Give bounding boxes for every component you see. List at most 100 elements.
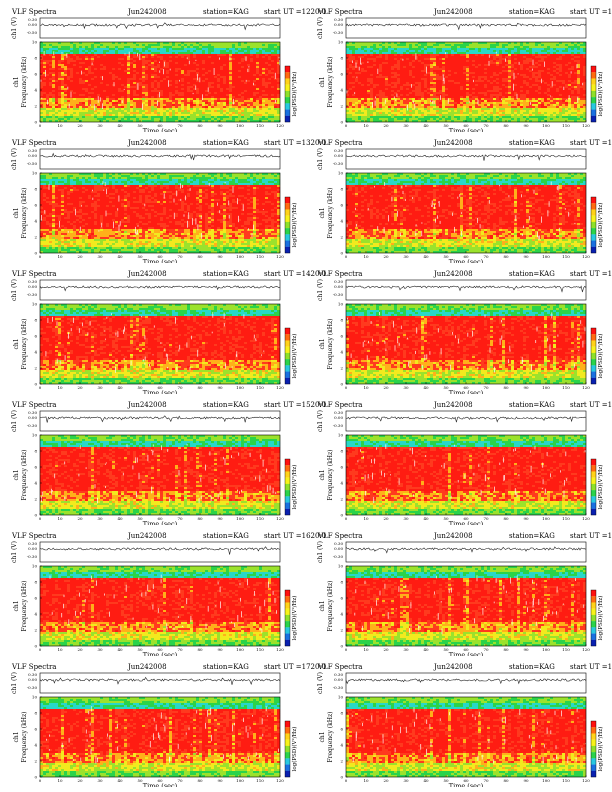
spectrogram-cell xyxy=(475,70,479,73)
spectrogram-cell xyxy=(118,88,122,91)
spectrogram-cell xyxy=(130,58,134,61)
spectrogram-cell xyxy=(88,56,92,59)
spectrogram-cell xyxy=(241,112,245,115)
spectrogram-cell xyxy=(517,42,521,45)
spectrogram-cell xyxy=(532,62,536,65)
spectrogram-cell xyxy=(109,78,113,81)
spectrogram-cell xyxy=(178,46,182,49)
spectrogram-cell xyxy=(262,118,266,121)
spectrogram-cell xyxy=(472,44,476,47)
spectrogram-cell xyxy=(256,60,260,63)
spectrogram-cell xyxy=(46,92,50,95)
spectrogram-cell xyxy=(70,48,74,51)
spectrogram-cell xyxy=(493,48,497,51)
spectrogram-cell xyxy=(271,90,275,93)
spectrogram-cell xyxy=(373,48,377,51)
spectrogram-cell xyxy=(265,90,269,93)
spectrogram-cell xyxy=(451,52,455,55)
spectrogram-cell xyxy=(124,108,128,111)
spectrogram-cell xyxy=(121,58,125,61)
spectrogram-cell xyxy=(409,70,413,73)
spectrogram-cell xyxy=(70,110,74,113)
spectrogram-cell xyxy=(163,120,167,123)
spectrogram-cell xyxy=(259,68,263,71)
spectrogram-cell xyxy=(532,48,536,51)
spectrogram-cell xyxy=(175,104,179,107)
spectrogram-cell xyxy=(553,72,557,75)
spectrogram-cell xyxy=(223,92,227,95)
spectrogram-gap xyxy=(233,98,234,105)
spectrogram-cell xyxy=(64,48,68,51)
spectrogram-cell xyxy=(244,46,248,49)
spectrogram-cell xyxy=(64,116,68,119)
spectrogram-cell xyxy=(238,108,242,111)
spectrogram-cell xyxy=(241,50,245,53)
spectrogram-cell xyxy=(130,96,134,99)
spectrogram-cell xyxy=(136,46,140,49)
spectrogram-cell xyxy=(235,82,239,85)
spectrogram-cell xyxy=(235,78,239,81)
spectrogram-cell xyxy=(106,58,110,61)
spectrogram-cell xyxy=(70,80,74,83)
spectrogram-cell xyxy=(61,44,65,47)
spectrogram-cell xyxy=(265,62,269,65)
spectrogram-cell xyxy=(142,104,146,107)
spectrogram-cell xyxy=(268,108,272,111)
spectrogram-cell xyxy=(118,86,122,89)
spectrogram-cell xyxy=(469,80,473,83)
spectrogram-cell xyxy=(115,54,119,57)
spectrogram-cell xyxy=(82,110,86,113)
spectrogram-cell xyxy=(232,110,236,113)
spectrogram-cell xyxy=(472,46,476,49)
spectrogram-cell xyxy=(157,108,161,111)
spectrogram-cell xyxy=(358,82,362,85)
spectrogram-cell xyxy=(232,44,236,47)
spectrogram-cell xyxy=(475,80,479,83)
y-axis-label: Frequency (kHz) xyxy=(21,56,28,107)
spectrogram-cell xyxy=(481,66,485,69)
spectrogram-cell xyxy=(511,58,515,61)
spectrogram-cell xyxy=(208,60,212,63)
spectrogram-cell xyxy=(67,42,71,45)
spectrogram-cell xyxy=(115,92,119,95)
spectrogram-cell xyxy=(160,82,164,85)
spectrogram-cell xyxy=(175,62,179,65)
spectrogram-cell xyxy=(91,92,95,95)
spectrogram-cell xyxy=(166,108,170,111)
spectrogram-cell xyxy=(157,86,161,89)
spectrogram-cell xyxy=(382,70,386,73)
spectrogram-cell xyxy=(550,54,554,57)
spectrogram-cell xyxy=(136,112,140,115)
spectrogram-cell xyxy=(271,76,275,79)
spectrogram-cell xyxy=(190,98,194,101)
spectrogram-cell xyxy=(67,62,71,65)
spectrogram-cell xyxy=(76,88,80,91)
spectrogram-cell xyxy=(214,66,218,69)
spectrogram-cell xyxy=(253,60,257,63)
spectrogram-cell xyxy=(100,76,104,79)
spectrogram-cell xyxy=(40,114,44,117)
spectrogram-cell xyxy=(217,94,221,97)
spectrogram-cell xyxy=(346,56,350,59)
spectrogram-cell xyxy=(403,72,407,75)
spectrogram-cell xyxy=(583,68,587,71)
spectrogram-cell xyxy=(469,72,473,75)
spectrogram-cell xyxy=(70,74,74,77)
spectrogram-cell xyxy=(259,70,263,73)
spectrogram-cell xyxy=(241,92,245,95)
spectrogram-cell xyxy=(361,58,365,61)
spectrogram-cell xyxy=(163,46,167,49)
spectrogram-cell xyxy=(430,54,434,57)
spectrogram-cell xyxy=(184,52,188,55)
spectrogram-cell xyxy=(214,86,218,89)
spectrogram-cell xyxy=(244,94,248,97)
spectrogram-cell xyxy=(499,46,503,49)
spectrogram-cell xyxy=(559,78,563,81)
spectrogram-cell xyxy=(370,48,374,51)
spectrogram-cell xyxy=(403,82,407,85)
spectrogram-cell xyxy=(478,44,482,47)
spectrogram-cell xyxy=(67,52,71,55)
spectrogram-cell xyxy=(145,108,149,111)
spectrogram-cell xyxy=(346,54,350,57)
spectrogram-cell xyxy=(166,120,170,123)
